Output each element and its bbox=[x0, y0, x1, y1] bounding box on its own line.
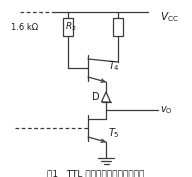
Bar bbox=[113, 18, 123, 36]
Text: 1.6 kΩ: 1.6 kΩ bbox=[11, 22, 38, 32]
Text: $T_5$: $T_5$ bbox=[108, 126, 120, 140]
Polygon shape bbox=[102, 92, 111, 102]
Text: $V_{\mathrm{CC}}$: $V_{\mathrm{CC}}$ bbox=[160, 10, 179, 24]
Text: $v_{\mathrm{O}}$: $v_{\mathrm{O}}$ bbox=[160, 104, 173, 116]
Text: 图1   TTL 电路的推拉式输出级电路: 图1 TTL 电路的推拉式输出级电路 bbox=[47, 170, 145, 177]
Text: D: D bbox=[92, 92, 99, 102]
Text: $R_2$: $R_2$ bbox=[65, 21, 77, 33]
Bar bbox=[63, 18, 73, 36]
Text: $T_4$: $T_4$ bbox=[108, 59, 120, 73]
